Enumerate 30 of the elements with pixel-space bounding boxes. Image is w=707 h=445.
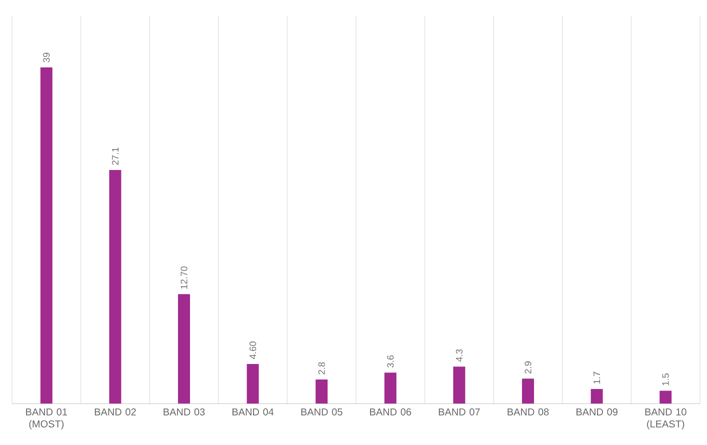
bar (246, 364, 259, 404)
data-label: 1.7 (594, 372, 600, 384)
data-label: 4.3 (456, 349, 463, 362)
data-label: 4.60 (250, 341, 256, 360)
x-tick-label: BAND 09 (576, 408, 618, 416)
bar (109, 170, 122, 404)
x-tick-label: BAND 10 (LEAST) (645, 408, 686, 430)
x-tick-label: BAND 08 (508, 408, 549, 416)
data-label: 39 (43, 52, 50, 62)
bar (660, 390, 672, 404)
bar (178, 294, 190, 404)
data-label: 3.6 (387, 355, 394, 368)
bar (590, 388, 603, 404)
x-tick-label: BAND 07 (438, 408, 480, 416)
data-label: 1.5 (662, 373, 669, 386)
x-tick-label: BAND 05 (301, 408, 342, 416)
data-label: 2.8 (318, 362, 325, 374)
bar (453, 366, 466, 404)
bar (316, 380, 328, 404)
data-label: 2.9 (524, 361, 532, 374)
x-tick-label: BAND 03 (164, 408, 205, 416)
data-label: 27.1 (112, 148, 118, 165)
bar (384, 372, 396, 404)
bar (522, 378, 534, 404)
x-tick-label: BAND 02 (94, 408, 136, 416)
x-tick-label: BAND 06 (370, 408, 412, 416)
x-tick-label: BAND 01 (MOST) (26, 408, 68, 430)
x-tick-label: BAND 04 (232, 408, 274, 416)
bar (40, 67, 52, 404)
data-label: 12.70 (180, 266, 188, 289)
